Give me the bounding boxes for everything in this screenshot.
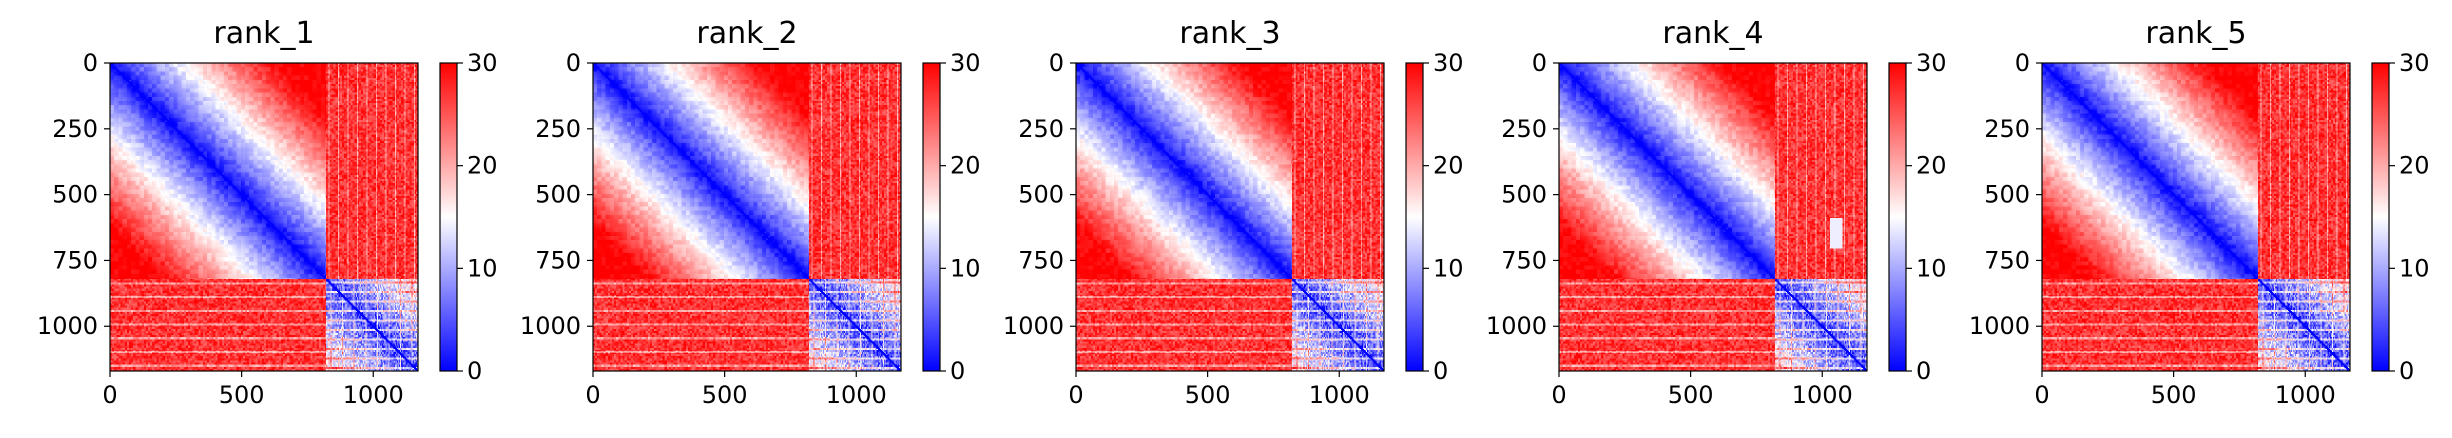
x-tick-label: 500 [2151,381,2197,409]
plot-frame [109,62,419,372]
colorbar [1888,62,1907,372]
colorbar [922,62,941,372]
colorbar-tick-label: 10 [1916,254,1947,282]
colorbar-tick-label: 30 [950,49,981,77]
colorbar-tick-label: 20 [1916,152,1947,180]
x-tick-label: 500 [702,381,748,409]
x-tick-label: 1000 [1792,381,1853,409]
y-tick-label: 1000 [1486,312,1547,340]
y-tick-label: 750 [52,246,98,274]
heatmap-image [110,63,418,371]
y-tick-label: 0 [83,49,98,77]
plot-frame [1558,62,1868,372]
heatmap-panel-1: rank_1 0 500 1000 0 250 500 750 1000 0 10 20 30 [37,16,498,409]
heatmap-panel-2: rank_2 0 500 1000 0 250 500 750 1000 0 10 20 30 [520,16,981,409]
colorbar-tick-label: 10 [1433,254,1464,282]
plot-frame [1075,62,1385,372]
x-tick-label: 0 [102,381,117,409]
colorbar-tick-label: 30 [2399,49,2430,77]
chart-title: rank_5 [2145,16,2246,51]
x-tick-label: 0 [585,381,600,409]
y-tick-label: 500 [1018,181,1064,209]
y-tick-label: 250 [535,115,581,143]
colorbar-tick-label: 20 [467,152,498,180]
colorbar-tick-label: 10 [467,254,498,282]
colorbar-tick-label: 0 [2399,357,2414,385]
x-tick-label: 1000 [1309,381,1370,409]
plot-frame [592,62,902,372]
colorbar-tick-label: 0 [1916,357,1931,385]
heatmap-panel-3: rank_3 0 500 1000 0 250 500 750 1000 0 10 20 30 [1003,16,1464,409]
x-tick-label: 500 [1185,381,1231,409]
x-tick-label: 1000 [2275,381,2336,409]
colorbar-tick-label: 30 [467,49,498,77]
colorbar-tick-label: 0 [950,357,965,385]
colorbar-tick-label: 20 [2399,152,2430,180]
x-tick-label: 0 [1068,381,1083,409]
y-tick-label: 250 [1501,115,1547,143]
y-tick-label: 0 [2015,49,2030,77]
y-tick-label: 250 [1984,115,2030,143]
y-tick-label: 500 [52,181,98,209]
colorbar [2371,62,2390,372]
chart-title: rank_2 [696,16,797,51]
y-tick-label: 1000 [37,312,98,340]
y-tick-label: 0 [1532,49,1547,77]
chart-title: rank_1 [213,16,314,51]
heatmap-image [2042,63,2350,371]
y-tick-label: 0 [566,49,581,77]
y-tick-label: 500 [1501,181,1547,209]
colorbar-tick-label: 30 [1916,49,1947,77]
colorbar-tick-label: 0 [1433,357,1448,385]
y-tick-label: 500 [1984,181,2030,209]
y-tick-label: 750 [1018,246,1064,274]
colorbar-tick-label: 0 [467,357,482,385]
chart-title: rank_4 [1662,16,1763,51]
y-tick-label: 1000 [1003,312,1064,340]
y-tick-label: 250 [1018,115,1064,143]
x-tick-label: 1000 [343,381,404,409]
heatmap-image [593,63,901,371]
heatmap-image [1559,63,1867,371]
x-tick-label: 1000 [826,381,887,409]
colorbar-tick-label: 30 [1433,49,1464,77]
colorbar [439,62,458,372]
y-tick-label: 750 [535,246,581,274]
y-tick-label: 250 [52,115,98,143]
y-tick-label: 0 [1049,49,1064,77]
y-tick-label: 1000 [1969,312,2030,340]
x-tick-label: 500 [219,381,265,409]
y-tick-label: 750 [1984,246,2030,274]
x-tick-label: 0 [1551,381,1566,409]
y-tick-label: 1000 [520,312,581,340]
chart-title: rank_3 [1179,16,1280,51]
x-tick-label: 0 [2034,381,2049,409]
colorbar-tick-label: 10 [2399,254,2430,282]
colorbar-tick-label: 20 [950,152,981,180]
heatmap-panel-5: rank_5 0 500 1000 0 250 500 750 1000 0 10 20 30 [1969,16,2430,409]
heatmap-panel-4: rank_4 0 500 1000 0 250 500 750 1000 0 10 20 30 [1486,16,1947,409]
colorbar [1405,62,1424,372]
y-tick-label: 500 [535,181,581,209]
heatmap-image [1076,63,1384,371]
colorbar-tick-label: 10 [950,254,981,282]
plot-frame [2041,62,2351,372]
y-tick-label: 750 [1501,246,1547,274]
colorbar-tick-label: 20 [1433,152,1464,180]
x-tick-label: 500 [1668,381,1714,409]
